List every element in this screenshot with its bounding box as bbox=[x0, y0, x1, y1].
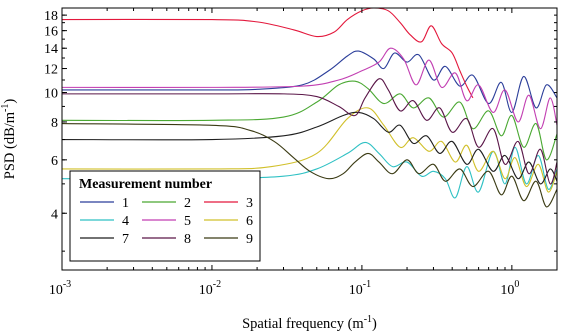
legend-label-2: 2 bbox=[184, 196, 191, 211]
x-tick-label: 10-2 bbox=[199, 279, 221, 298]
legend-items: 1 2 3 4 5 6 7 8 9 bbox=[80, 196, 253, 247]
legend: Measurement number 1 2 3 4 5 6 7 8 9 bbox=[69, 170, 261, 262]
legend-label-5: 5 bbox=[184, 214, 191, 229]
legend-title: Measurement number bbox=[79, 177, 212, 192]
legend-label-4: 4 bbox=[122, 214, 129, 229]
legend-label-7: 7 bbox=[122, 232, 129, 247]
x-axis-title: Spatial frequency (m-1) bbox=[242, 314, 377, 332]
legend-label-9: 9 bbox=[246, 232, 253, 247]
series-layer bbox=[61, 7, 558, 208]
y-tick-label: 18 bbox=[44, 9, 58, 24]
y-tick-label: 12 bbox=[44, 63, 58, 78]
y-axis-title-sup: -1 bbox=[0, 104, 11, 112]
y-tick-label: 6 bbox=[51, 154, 58, 169]
series-line-9 bbox=[61, 123, 558, 208]
x-tick-label: 10-3 bbox=[49, 279, 71, 298]
legend-label-8: 8 bbox=[184, 232, 191, 247]
x-axis-title-tail: ) bbox=[372, 316, 377, 332]
x-axis-title-main: Spatial frequency (m bbox=[242, 316, 364, 332]
y-tick-label: 8 bbox=[51, 116, 58, 131]
x-tick-label: 10-1 bbox=[349, 279, 371, 298]
series-line-2 bbox=[61, 80, 558, 161]
series-line-4 bbox=[61, 141, 558, 199]
y-tick-label: 4 bbox=[51, 207, 58, 222]
legend-label-3: 3 bbox=[246, 196, 253, 211]
series-line-3 bbox=[61, 7, 474, 99]
y-axis-title-tail: ) bbox=[2, 99, 18, 104]
y-axis-title-main: PSD (dB/m bbox=[2, 111, 18, 179]
legend-box bbox=[69, 170, 261, 262]
axes-box bbox=[61, 7, 558, 271]
legend-label-6: 6 bbox=[246, 214, 253, 229]
y-tick-label: 10 bbox=[44, 87, 58, 102]
series-line-5 bbox=[61, 47, 558, 130]
y-tick-label: 16 bbox=[44, 25, 58, 40]
x-axis-title-sup: -1 bbox=[364, 314, 372, 325]
series-line-6 bbox=[61, 107, 558, 193]
x-tick-label: 100 bbox=[500, 279, 519, 298]
y-axis-title: PSD (dB/m-1) bbox=[0, 99, 18, 180]
series-line-7 bbox=[61, 111, 558, 185]
series-line-1 bbox=[61, 50, 558, 113]
y-tick-label: 14 bbox=[44, 42, 58, 57]
legend-label-1: 1 bbox=[122, 196, 129, 211]
series-line-8 bbox=[62, 78, 558, 185]
